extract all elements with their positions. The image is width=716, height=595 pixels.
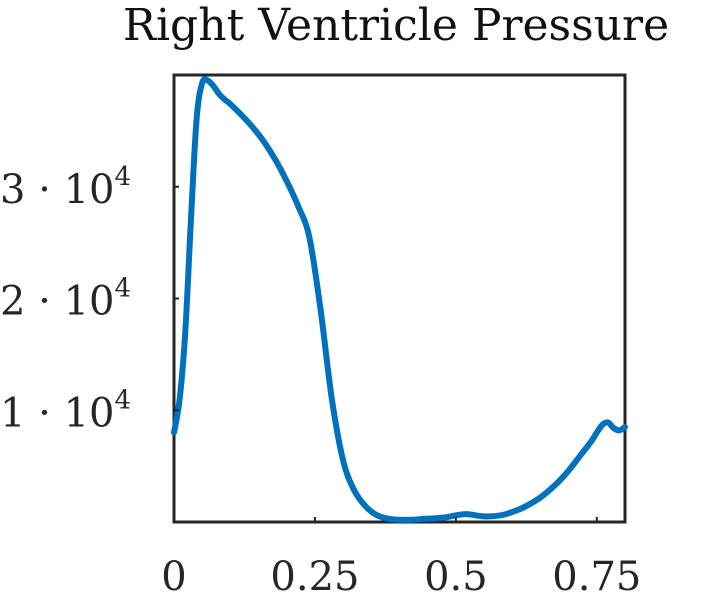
- x-axis-ticks: 0 0.25 0.5 0.75: [161, 517, 641, 595]
- x-tick-label: 0.5: [424, 554, 488, 595]
- y-tick-label: 3 · 104: [0, 162, 131, 213]
- series-line-0: [171, 76, 628, 523]
- y-tick-label: 1 · 104: [0, 385, 131, 436]
- x-tick-label: 0: [161, 554, 186, 595]
- plot-area: [171, 73, 628, 524]
- y-axis-ticks: 1 · 104 2 · 104 3 · 104: [0, 162, 179, 436]
- x-tick-label: 0.25: [270, 554, 359, 595]
- chart-title: Right Ventricle Pressure: [123, 0, 669, 51]
- axes-box: [172, 73, 627, 524]
- x-tick-label: 0.75: [552, 554, 641, 595]
- y-tick-label: 2 · 104: [0, 274, 131, 325]
